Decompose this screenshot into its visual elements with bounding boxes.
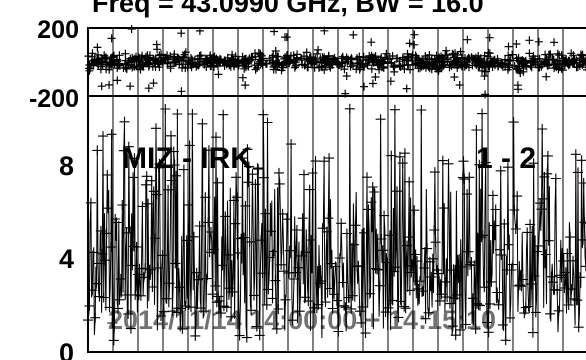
phase-points xyxy=(84,25,586,99)
channel-label: 1 - 2 xyxy=(476,142,536,175)
phase-markers xyxy=(84,25,586,99)
time-label: 2014/11/14 14:00:00 + 14:15:10 xyxy=(108,305,496,335)
chart-title: Freq = 43.0990 GHz, BW = 16.0 xyxy=(92,0,484,18)
baseline-label: MIZ - IRK xyxy=(122,142,252,175)
amplitude-ytick-0: 0 xyxy=(59,338,74,360)
phase-ytick-top: 200 xyxy=(37,16,79,44)
amplitude-panel-frame xyxy=(87,95,586,353)
amplitude-ytick-4: 4 xyxy=(59,244,74,274)
phase-ytick-bottom: -200 xyxy=(29,85,79,113)
amplitude-ytick-8: 8 xyxy=(59,151,74,181)
amplitude-panel: 8 4 0 MIZ - IRK 1 - 2 2014/11/14 14:00:0… xyxy=(59,95,586,360)
amplitude-series-line xyxy=(87,108,586,341)
